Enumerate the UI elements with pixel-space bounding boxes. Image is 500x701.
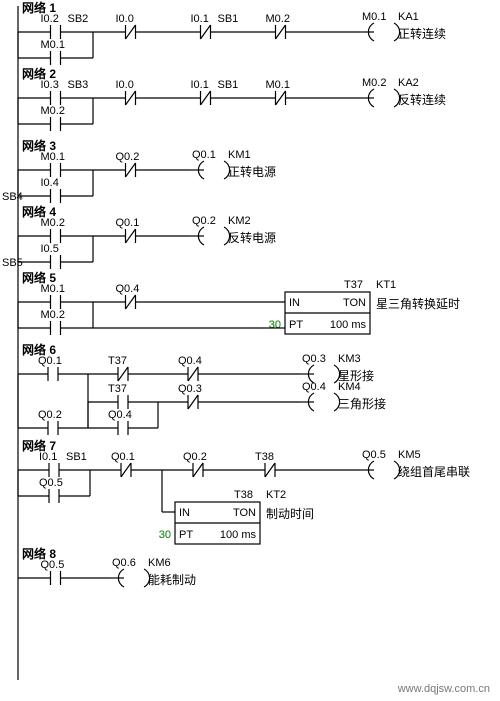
svg-text:Q0.1: Q0.1 [38,355,62,367]
svg-text:反转连续: 反转连续 [398,92,446,107]
svg-text:100 ms: 100 ms [220,529,257,541]
svg-text:KT1: KT1 [376,279,396,291]
svg-text:Q0.2: Q0.2 [116,151,140,163]
svg-text:M0.2: M0.2 [362,77,386,89]
svg-text:T38: T38 [255,451,274,463]
svg-text:SB4: SB4 [2,191,23,203]
svg-text:I0.5: I0.5 [41,243,59,255]
svg-text:SB3: SB3 [68,79,89,91]
svg-text:I0.1: I0.1 [191,13,209,25]
svg-text:IN: IN [179,507,190,519]
svg-text:I0.3: I0.3 [41,79,59,91]
svg-text:Q0.1: Q0.1 [111,451,135,463]
svg-text:Q0.4: Q0.4 [178,355,202,367]
svg-text:I0.2: I0.2 [41,13,59,25]
svg-text:TON: TON [343,297,366,309]
svg-text:绕组首尾串联: 绕组首尾串联 [398,465,470,479]
svg-text:I0.4: I0.4 [41,177,59,189]
svg-text:IN: IN [289,297,300,309]
svg-text:T37: T37 [108,383,127,395]
svg-text:KM3: KM3 [338,353,361,365]
svg-text:M0.1: M0.1 [41,283,65,295]
svg-text:M0.1: M0.1 [41,39,65,51]
svg-text:I0.0: I0.0 [116,79,134,91]
svg-text:KM6: KM6 [148,557,171,569]
svg-text:PT: PT [289,319,303,331]
svg-text:KT2: KT2 [266,489,286,501]
svg-text:三角形接: 三角形接 [338,396,386,411]
svg-text:30: 30 [269,319,281,331]
svg-text:Q0.2: Q0.2 [183,451,207,463]
svg-text:Q0.1: Q0.1 [116,217,140,229]
svg-text:M0.1: M0.1 [41,151,65,163]
svg-text:T37: T37 [108,355,127,367]
svg-text:SB1: SB1 [218,79,239,91]
svg-text:M0.1: M0.1 [266,79,290,91]
svg-text:Q0.3: Q0.3 [178,383,202,395]
svg-text:Q0.5: Q0.5 [39,477,63,489]
svg-text:M0.1: M0.1 [362,11,386,23]
svg-text:Q0.5: Q0.5 [362,449,386,461]
svg-text:Q0.4: Q0.4 [108,409,132,421]
svg-text:KA1: KA1 [398,11,419,23]
svg-text:Q0.3: Q0.3 [302,353,326,365]
svg-text:反转电源: 反转电源 [228,230,276,245]
svg-text:M0.2: M0.2 [41,309,65,321]
svg-text:I0.1: I0.1 [39,451,57,463]
svg-text:I0.0: I0.0 [116,13,134,25]
svg-text:Q0.5: Q0.5 [41,559,65,571]
svg-text:100 ms: 100 ms [330,319,367,331]
svg-text:I0.1: I0.1 [191,79,209,91]
svg-text:KM4: KM4 [338,381,361,393]
svg-text:能耗制动: 能耗制动 [148,573,196,587]
footer-url: www.dqjsw.com.cn [398,683,490,695]
svg-text:制动时间: 制动时间 [266,507,314,521]
svg-text:SB5: SB5 [2,257,23,269]
svg-text:PT: PT [179,529,193,541]
svg-text:30: 30 [159,529,171,541]
svg-text:星三角转换延时: 星三角转换延时 [376,296,460,311]
svg-text:Q0.4: Q0.4 [116,283,140,295]
svg-text:正转电源: 正转电源 [228,164,276,179]
svg-text:M0.2: M0.2 [266,13,290,25]
svg-text:M0.2: M0.2 [41,217,65,229]
svg-text:SB1: SB1 [66,451,87,463]
svg-text:Q0.4: Q0.4 [302,381,326,393]
svg-text:SB1: SB1 [218,13,239,25]
svg-text:SB2: SB2 [68,13,89,25]
svg-text:KA2: KA2 [398,77,419,89]
svg-text:T37: T37 [344,279,363,291]
ladder-diagram: 网络 1I0.2SB2I0.0I0.1SB1M0.2M0.1KA1正转连续M0.… [0,0,500,685]
svg-text:Q0.2: Q0.2 [192,215,216,227]
svg-text:Q0.6: Q0.6 [112,557,136,569]
svg-text:TON: TON [233,507,256,519]
svg-text:KM5: KM5 [398,449,421,461]
svg-text:KM1: KM1 [228,149,251,161]
svg-text:KM2: KM2 [228,215,251,227]
svg-text:正转连续: 正转连续 [398,26,446,41]
svg-text:Q0.2: Q0.2 [38,409,62,421]
svg-text:T38: T38 [234,489,253,501]
svg-text:M0.2: M0.2 [41,105,65,117]
svg-text:Q0.1: Q0.1 [192,149,216,161]
